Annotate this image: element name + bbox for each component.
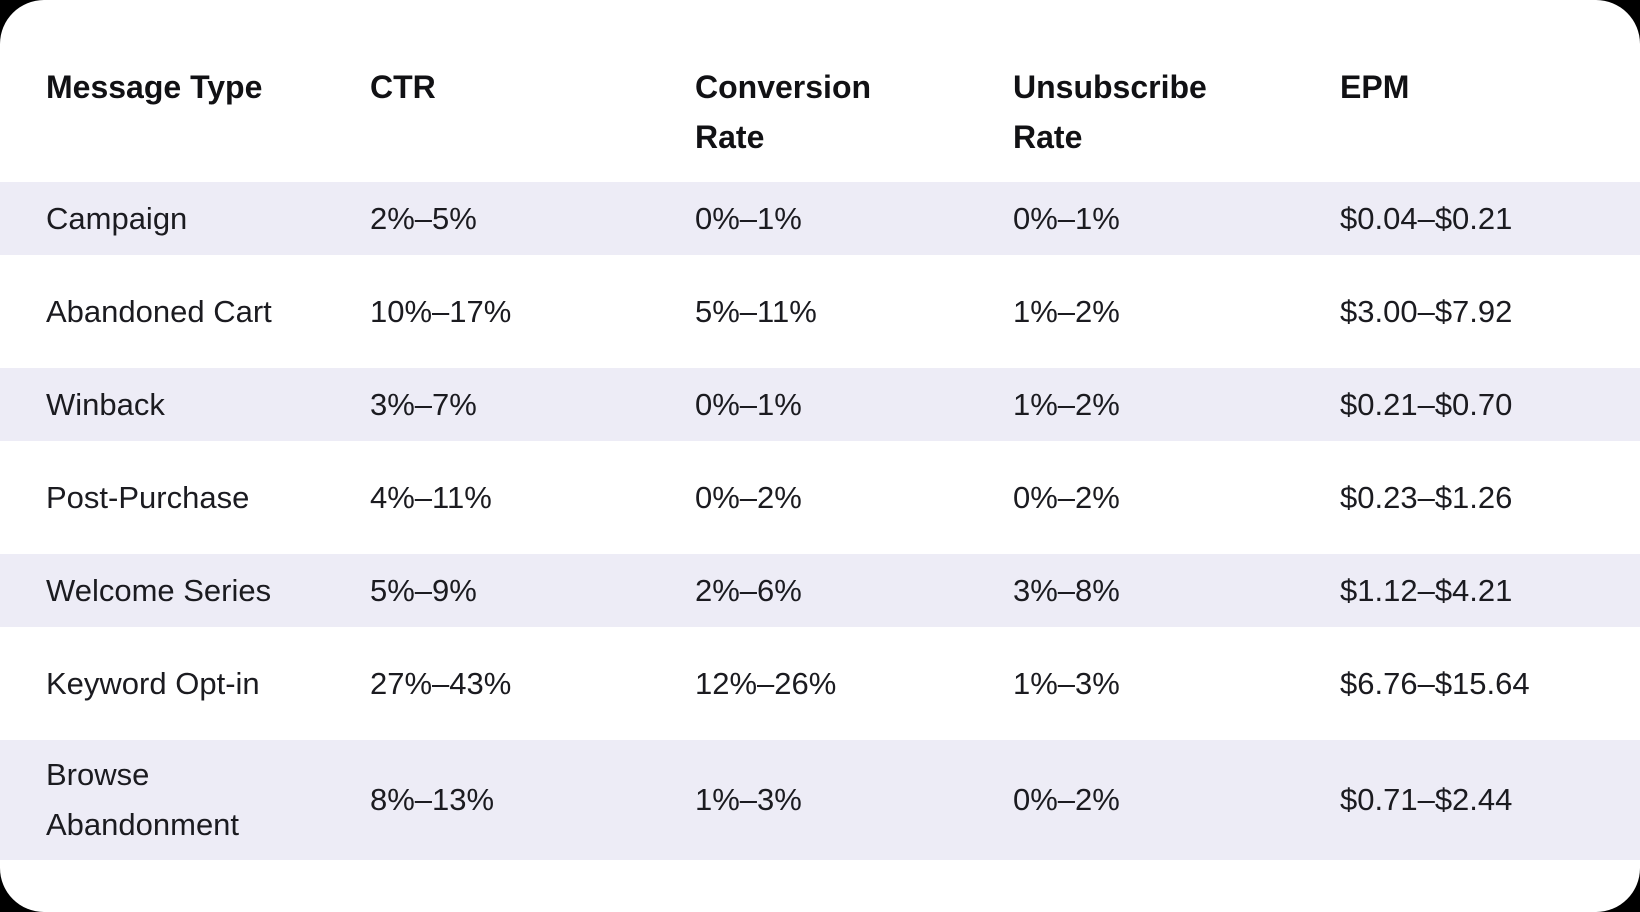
cell-epm: $1.12–$4.21 (1340, 572, 1513, 608)
column-header-ctr: CTR (370, 69, 436, 105)
cell-ctr: 2%–5% (370, 200, 477, 236)
table-row-campaign: Campaign 2%–5% 0%–1% 0%–1% $0.04–$0.21 (0, 182, 1640, 255)
column-header-message-type: Message Type (46, 69, 263, 105)
cell-conversion-rate: 0%–1% (695, 200, 802, 236)
table-row-abandoned-cart: Abandoned Cart 10%–17% 5%–11% 1%–2% $3.0… (0, 275, 1640, 348)
cell-ctr: 3%–7% (370, 386, 477, 422)
cell-epm: $3.00–$7.92 (1340, 293, 1513, 329)
cell-epm: $0.04–$0.21 (1340, 200, 1513, 236)
cell-ctr: 8%–13% (370, 782, 495, 817)
cell-message-type: Campaign (46, 200, 188, 236)
cell-message-type: Welcome Series (46, 572, 272, 608)
cell-message-type: Winback (46, 386, 165, 422)
cell-conversion-rate: 12%–26% (695, 665, 837, 701)
table-row-browse-abandonment: Browse Abandonment 8%–13% 1%–3% 0%–2% $0… (0, 740, 1640, 860)
cell-conversion-rate: 0%–1% (695, 386, 802, 422)
table-header-row: Message Type CTR Conversion Rate Unsubsc… (0, 62, 1640, 162)
cell-message-type: Keyword Opt-in (46, 665, 260, 701)
cell-ctr: 10%–17% (370, 293, 512, 329)
column-header-conversion-rate: Conversion Rate (695, 69, 872, 155)
cell-conversion-rate: 1%–3% (695, 782, 802, 817)
cell-ctr: 4%–11% (370, 479, 492, 515)
cell-ctr: 27%–43% (370, 665, 512, 701)
cell-unsubscribe-rate: 0%–2% (1013, 782, 1120, 817)
table-row-winback: Winback 3%–7% 0%–1% 1%–2% $0.21–$0.70 (0, 368, 1640, 441)
table-row-keyword-opt-in: Keyword Opt-in 27%–43% 12%–26% 1%–3% $6.… (0, 647, 1640, 720)
cell-unsubscribe-rate: 0%–1% (1013, 200, 1120, 236)
cell-ctr: 5%–9% (370, 572, 477, 608)
cell-unsubscribe-rate: 1%–3% (1013, 665, 1120, 701)
cell-unsubscribe-rate: 3%–8% (1013, 572, 1120, 608)
cell-unsubscribe-rate: 1%–2% (1013, 293, 1120, 329)
table-row-post-purchase: Post-Purchase 4%–11% 0%–2% 0%–2% $0.23–$… (0, 461, 1640, 534)
cell-epm: $0.23–$1.26 (1340, 479, 1513, 515)
cell-conversion-rate: 5%–11% (695, 293, 817, 329)
cell-message-type: Post-Purchase (46, 479, 250, 515)
cell-unsubscribe-rate: 0%–2% (1013, 479, 1120, 515)
cell-unsubscribe-rate: 1%–2% (1013, 386, 1120, 422)
cell-epm: $0.21–$0.70 (1340, 386, 1513, 422)
cell-conversion-rate: 0%–2% (695, 479, 802, 515)
metrics-table: Message Type CTR Conversion Rate Unsubsc… (0, 62, 1640, 860)
cell-message-type: Abandoned Cart (46, 293, 272, 329)
cell-epm: $0.71–$2.44 (1340, 782, 1513, 817)
column-header-epm: EPM (1340, 69, 1410, 105)
column-header-unsubscribe-rate: Unsubscribe Rate (1013, 69, 1207, 155)
table-row-welcome-series: Welcome Series 5%–9% 2%–6% 3%–8% $1.12–$… (0, 554, 1640, 627)
cell-message-type: Browse Abandonment (46, 757, 240, 842)
cell-conversion-rate: 2%–6% (695, 572, 802, 608)
cell-epm: $6.76–$15.64 (1340, 665, 1530, 701)
